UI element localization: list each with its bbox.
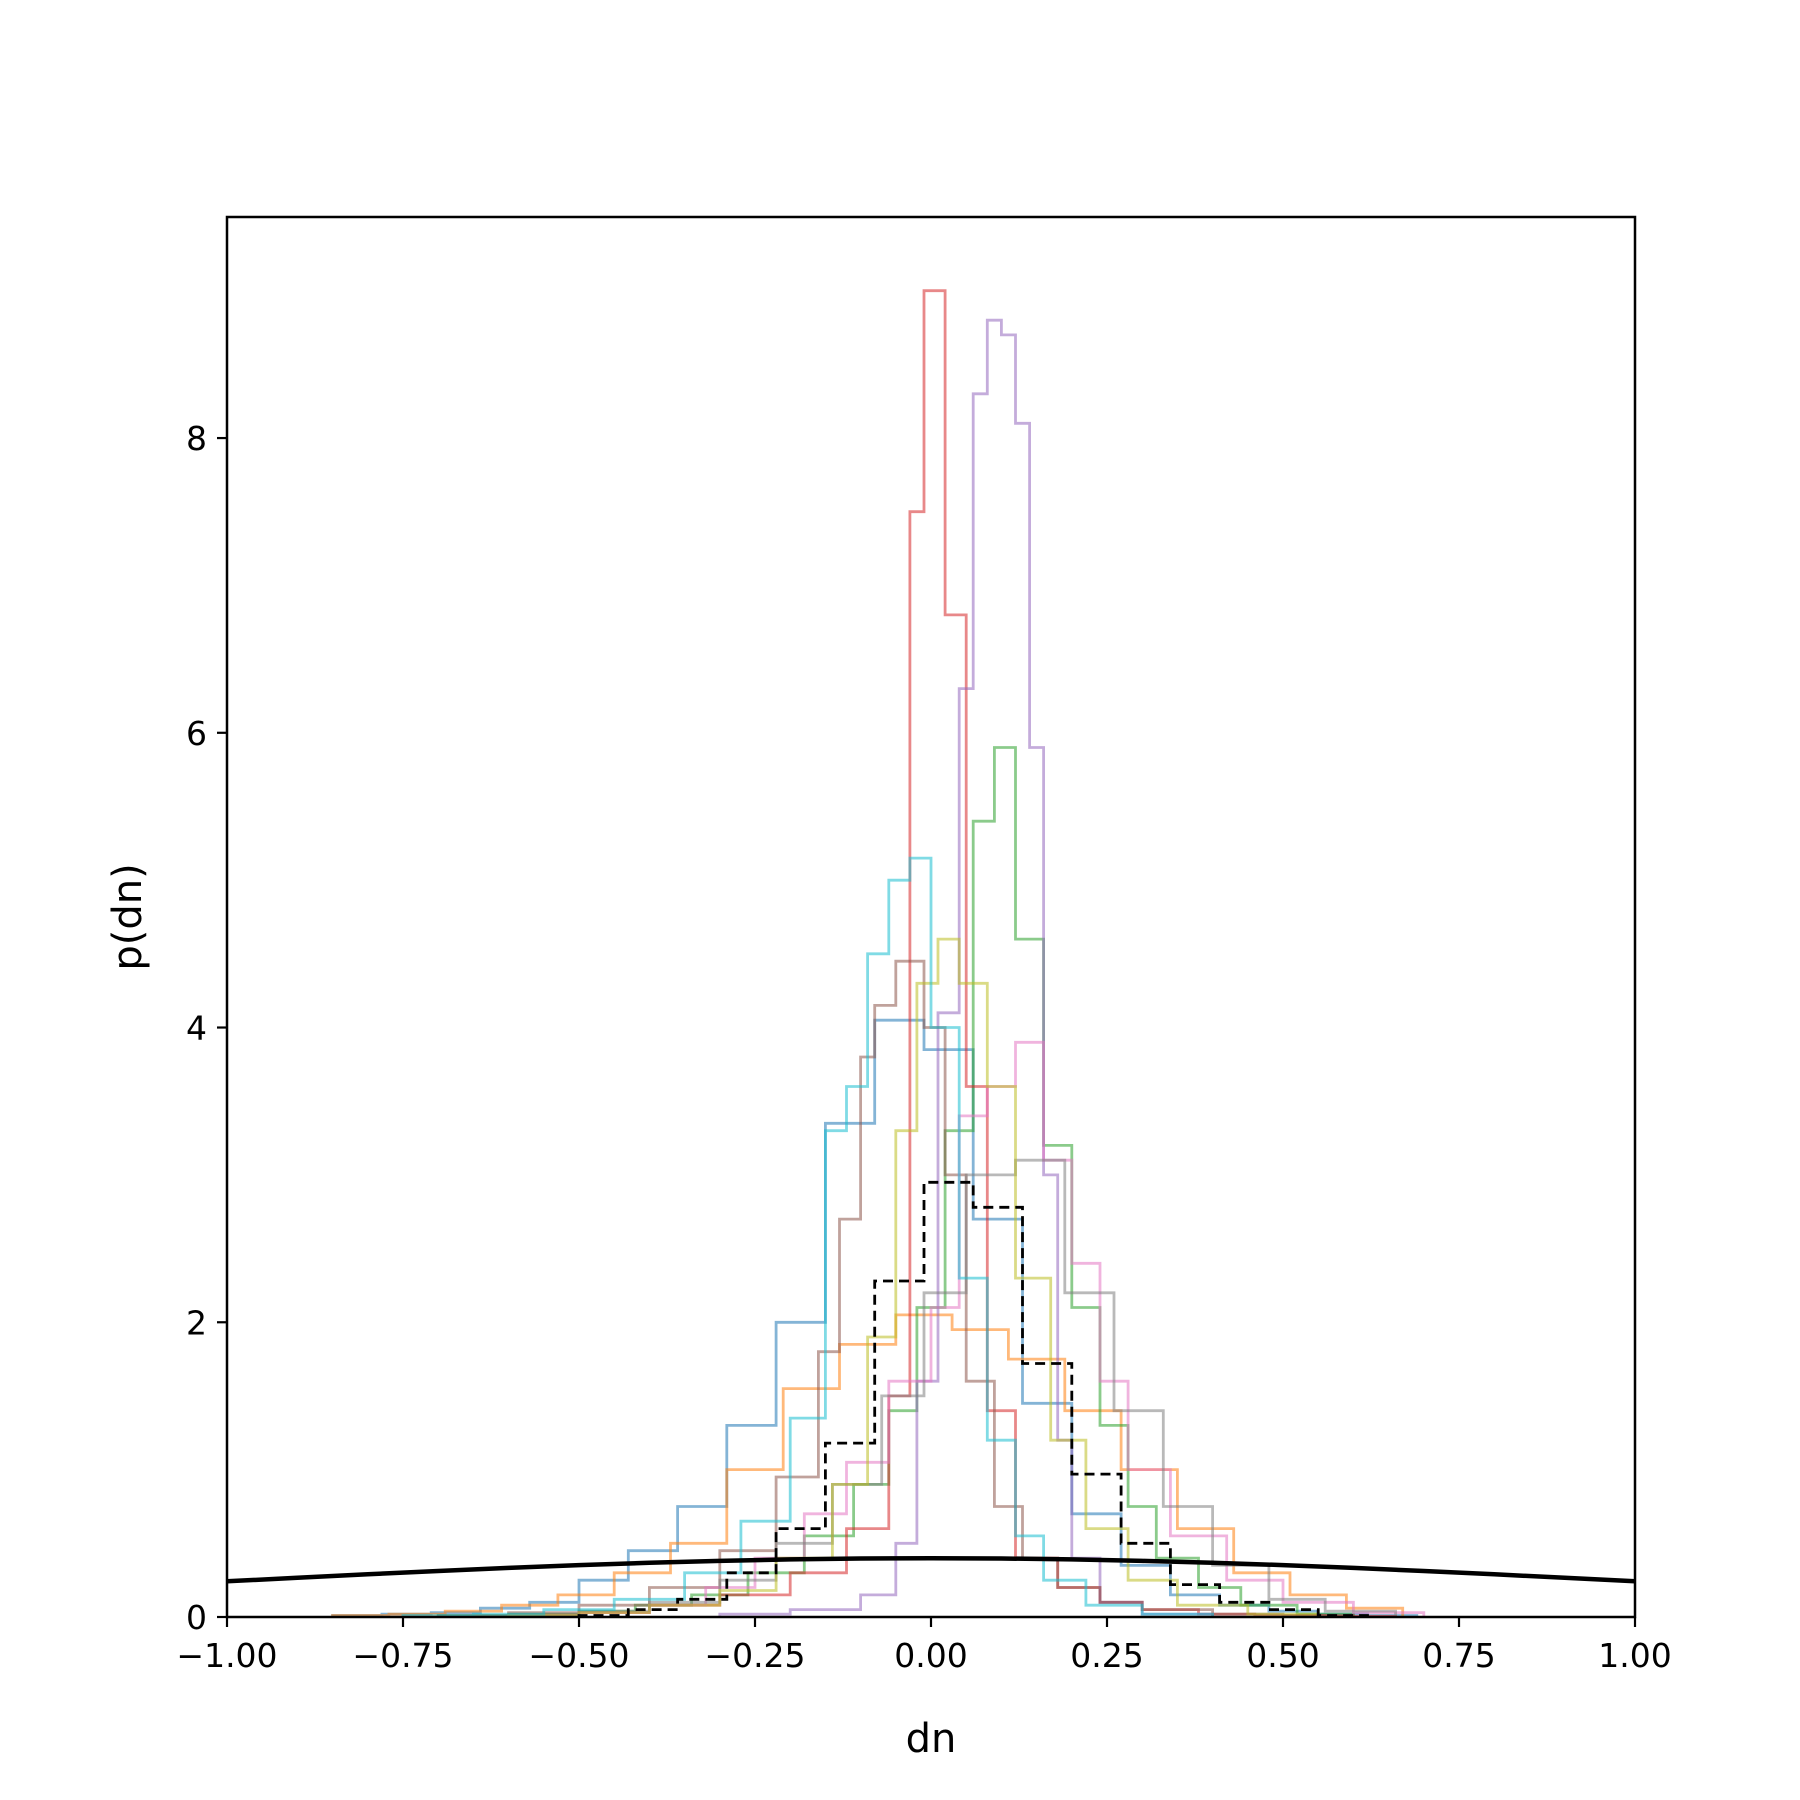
y-tick-label: 6 [186,714,207,753]
histogram-series-9 [507,937,1320,1617]
y-tick-label: 8 [186,419,207,458]
x-tick-label: 0.75 [1422,1636,1495,1675]
x-axis-label: dn [906,1716,957,1762]
x-tick-label: 0.25 [1070,1636,1143,1675]
y-axis-label: p(dn) [105,863,151,970]
x-tick-label: 0.00 [894,1636,967,1675]
y-axis-ticks: 0 2 4 6 8 [186,419,227,1637]
x-axis-ticks: −1.00 −0.75 −0.50 −0.25 0.00 0.25 0.50 0.75 1.00 [176,1617,1672,1675]
histogram-series-10 [401,856,1214,1617]
histogram-series-6 [436,959,1355,1617]
x-tick-label: −1.00 [176,1636,277,1675]
histogram-series-4 [507,289,1397,1617]
histogram-series-8 [507,1158,1397,1617]
histogram-series-7 [507,1040,1426,1617]
x-tick-label: −0.25 [704,1636,805,1675]
x-tick-label: −0.75 [352,1636,453,1675]
x-tick-label: −0.50 [528,1636,629,1675]
series-layer [227,289,1635,1617]
y-tick-label: 2 [186,1303,207,1342]
y-tick-label: 0 [186,1598,207,1637]
combined-histogram-dashed [577,1180,1369,1617]
gaussian-prior-curve [227,1555,1635,1584]
x-tick-label: 1.00 [1598,1636,1671,1675]
y-tick-label: 4 [186,1009,207,1048]
x-tick-label: 0.50 [1246,1636,1319,1675]
